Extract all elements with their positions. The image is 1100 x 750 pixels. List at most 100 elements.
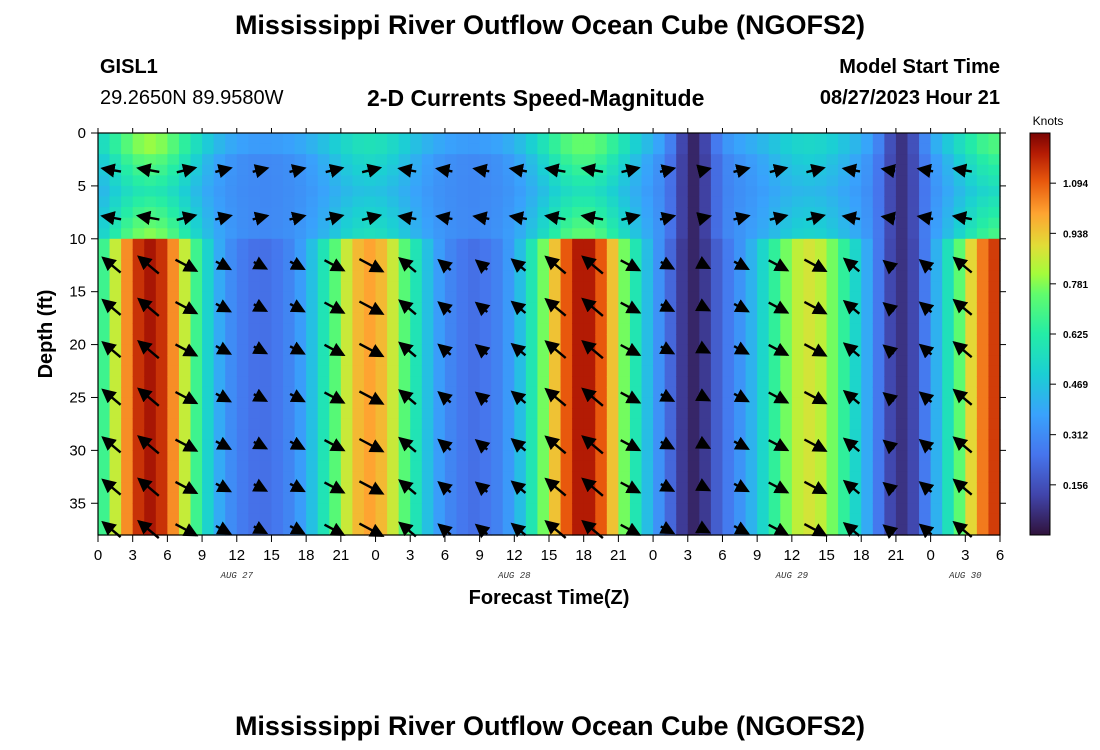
heatmap-cell (248, 397, 261, 409)
heatmap-cell (271, 217, 284, 229)
heatmap-cell (884, 376, 897, 388)
heatmap-cell (872, 164, 885, 176)
heatmap-cell (167, 281, 180, 293)
heatmap-cell (98, 450, 111, 462)
heatmap-cell (965, 207, 978, 219)
heatmap-cell (560, 376, 573, 388)
heatmap-cell (826, 418, 839, 430)
heatmap-cell (710, 408, 724, 420)
heatmap-cell (387, 228, 400, 240)
heatmap-cell (849, 196, 862, 208)
current-vector-arrow (696, 164, 712, 179)
heatmap-cell (525, 164, 539, 176)
heatmap-cell (236, 344, 249, 356)
heatmap-cell (583, 143, 596, 155)
heatmap-cell (687, 259, 700, 272)
heatmap-cell (803, 323, 816, 335)
heatmap-cell (121, 281, 134, 293)
heatmap-cell (930, 471, 943, 483)
heatmap-cell (121, 175, 134, 187)
heatmap-cell (641, 217, 654, 229)
heatmap-cell (641, 376, 654, 388)
heatmap-cell (502, 291, 515, 303)
heatmap-cell (930, 154, 943, 166)
heatmap-cell (525, 429, 539, 441)
heatmap-cell (306, 355, 319, 367)
heatmap-cell (98, 429, 111, 441)
heatmap-cell (560, 450, 573, 462)
heatmap-cell (283, 429, 296, 441)
heatmap-cell (895, 471, 909, 483)
heatmap-cell (549, 249, 562, 261)
heatmap-cell (687, 397, 700, 409)
heatmap-cell (572, 207, 585, 219)
heatmap-cell (722, 291, 735, 303)
heatmap-cell (595, 133, 608, 145)
heatmap-cell (317, 418, 330, 430)
heatmap-cell (791, 270, 805, 282)
heatmap-cell (618, 408, 631, 420)
heatmap-cell (872, 503, 885, 515)
heatmap-cell (965, 259, 978, 272)
current-vector-arrow (882, 439, 899, 455)
heatmap-cell (803, 365, 816, 377)
heatmap-cell (190, 397, 203, 409)
heatmap-cell (803, 249, 816, 261)
heatmap-cell (722, 249, 735, 261)
current-vector-arrow (176, 211, 198, 226)
heatmap-cell (537, 503, 550, 515)
heatmap-cell (121, 249, 134, 261)
heatmap-cell (132, 397, 145, 409)
heatmap-cell (144, 397, 157, 409)
current-vector-arrow (397, 211, 417, 226)
heatmap-cell (919, 460, 932, 473)
heatmap-cell (895, 460, 909, 473)
heatmap-cell (629, 365, 643, 377)
heatmap-cell (421, 397, 434, 409)
heatmap-cell (144, 185, 157, 198)
heatmap-cell (352, 259, 365, 272)
heatmap-cell (791, 397, 805, 409)
heatmap-cell (387, 492, 400, 504)
heatmap-cell (838, 133, 851, 145)
heatmap-cell (178, 471, 192, 483)
heatmap-cell (537, 207, 550, 219)
current-vector-arrow (768, 390, 790, 404)
heatmap-cell (676, 524, 689, 536)
heatmap-cell (699, 355, 712, 367)
heatmap-cell (514, 185, 527, 198)
heatmap-cell (745, 450, 758, 462)
heatmap-cell (525, 471, 539, 483)
heatmap-cell (317, 302, 330, 314)
heatmap-cell (502, 492, 515, 504)
heatmap-cell (895, 164, 909, 176)
heatmap-cell (572, 482, 585, 494)
heatmap-cell (653, 376, 666, 388)
heatmap-cell (549, 429, 562, 441)
heatmap-cell (387, 386, 400, 399)
heatmap-cell (98, 312, 111, 325)
heatmap-cell (849, 228, 862, 240)
heatmap-cell (664, 376, 677, 388)
current-vector-arrow (252, 164, 270, 179)
current-vector-arrow (361, 163, 383, 178)
heatmap-cell (525, 323, 539, 335)
heatmap-cell (340, 365, 354, 377)
heatmap-cell (872, 270, 885, 282)
heatmap-cell (537, 228, 550, 240)
heatmap-cell (930, 482, 943, 494)
heatmap-cell (919, 228, 932, 240)
heatmap-cell (144, 408, 157, 420)
heatmap-cell (803, 376, 816, 388)
heatmap-cell (167, 259, 180, 272)
heatmap-cell (213, 408, 226, 420)
heatmap-cell (259, 312, 273, 325)
heatmap-cell (549, 238, 562, 250)
current-vector-arrow (289, 299, 306, 313)
current-vector-arrow (842, 522, 861, 537)
heatmap-cell (942, 513, 955, 526)
heatmap-cell (676, 154, 689, 166)
heatmap-cell (826, 365, 839, 377)
x-tick-label: 9 (753, 547, 761, 564)
heatmap-cell (271, 238, 284, 250)
